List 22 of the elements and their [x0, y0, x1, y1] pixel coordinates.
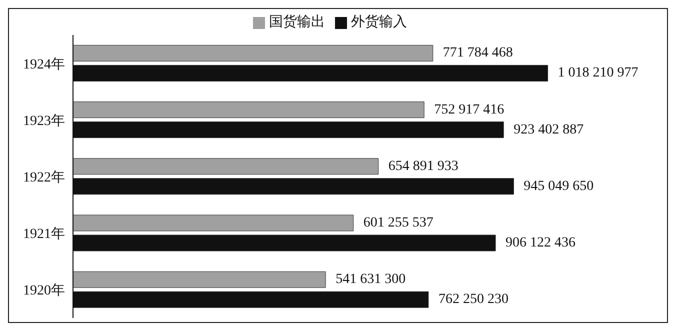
legend-label: 国货输出 [269, 15, 325, 30]
y-tick-label: 1920年 [23, 282, 65, 299]
data-label: 762 250 230 [438, 292, 508, 308]
bar [73, 214, 354, 232]
y-tick-label: 1922年 [23, 169, 65, 186]
data-label: 923 402 887 [514, 122, 584, 138]
y-tick-label: 1921年 [23, 226, 65, 242]
bar [73, 44, 434, 62]
data-label: 945 049 650 [524, 178, 594, 194]
data-label: 906 122 436 [506, 235, 576, 250]
y-tick-label: 1923年 [23, 112, 65, 129]
data-label: 541 631 300 [336, 272, 406, 288]
data-label: 1 018 210 977 [558, 66, 638, 81]
data-label: 771 784 468 [442, 46, 513, 61]
data-label: 601 255 537 [363, 215, 434, 230]
bar [73, 271, 326, 288]
data-label: 654 891 933 [388, 158, 458, 174]
bar [73, 158, 379, 175]
data-label: 752 917 416 [434, 102, 504, 118]
y-tick-label: 1924年 [23, 56, 65, 72]
legend-label: 外货输入 [351, 15, 407, 30]
bar [73, 102, 424, 118]
